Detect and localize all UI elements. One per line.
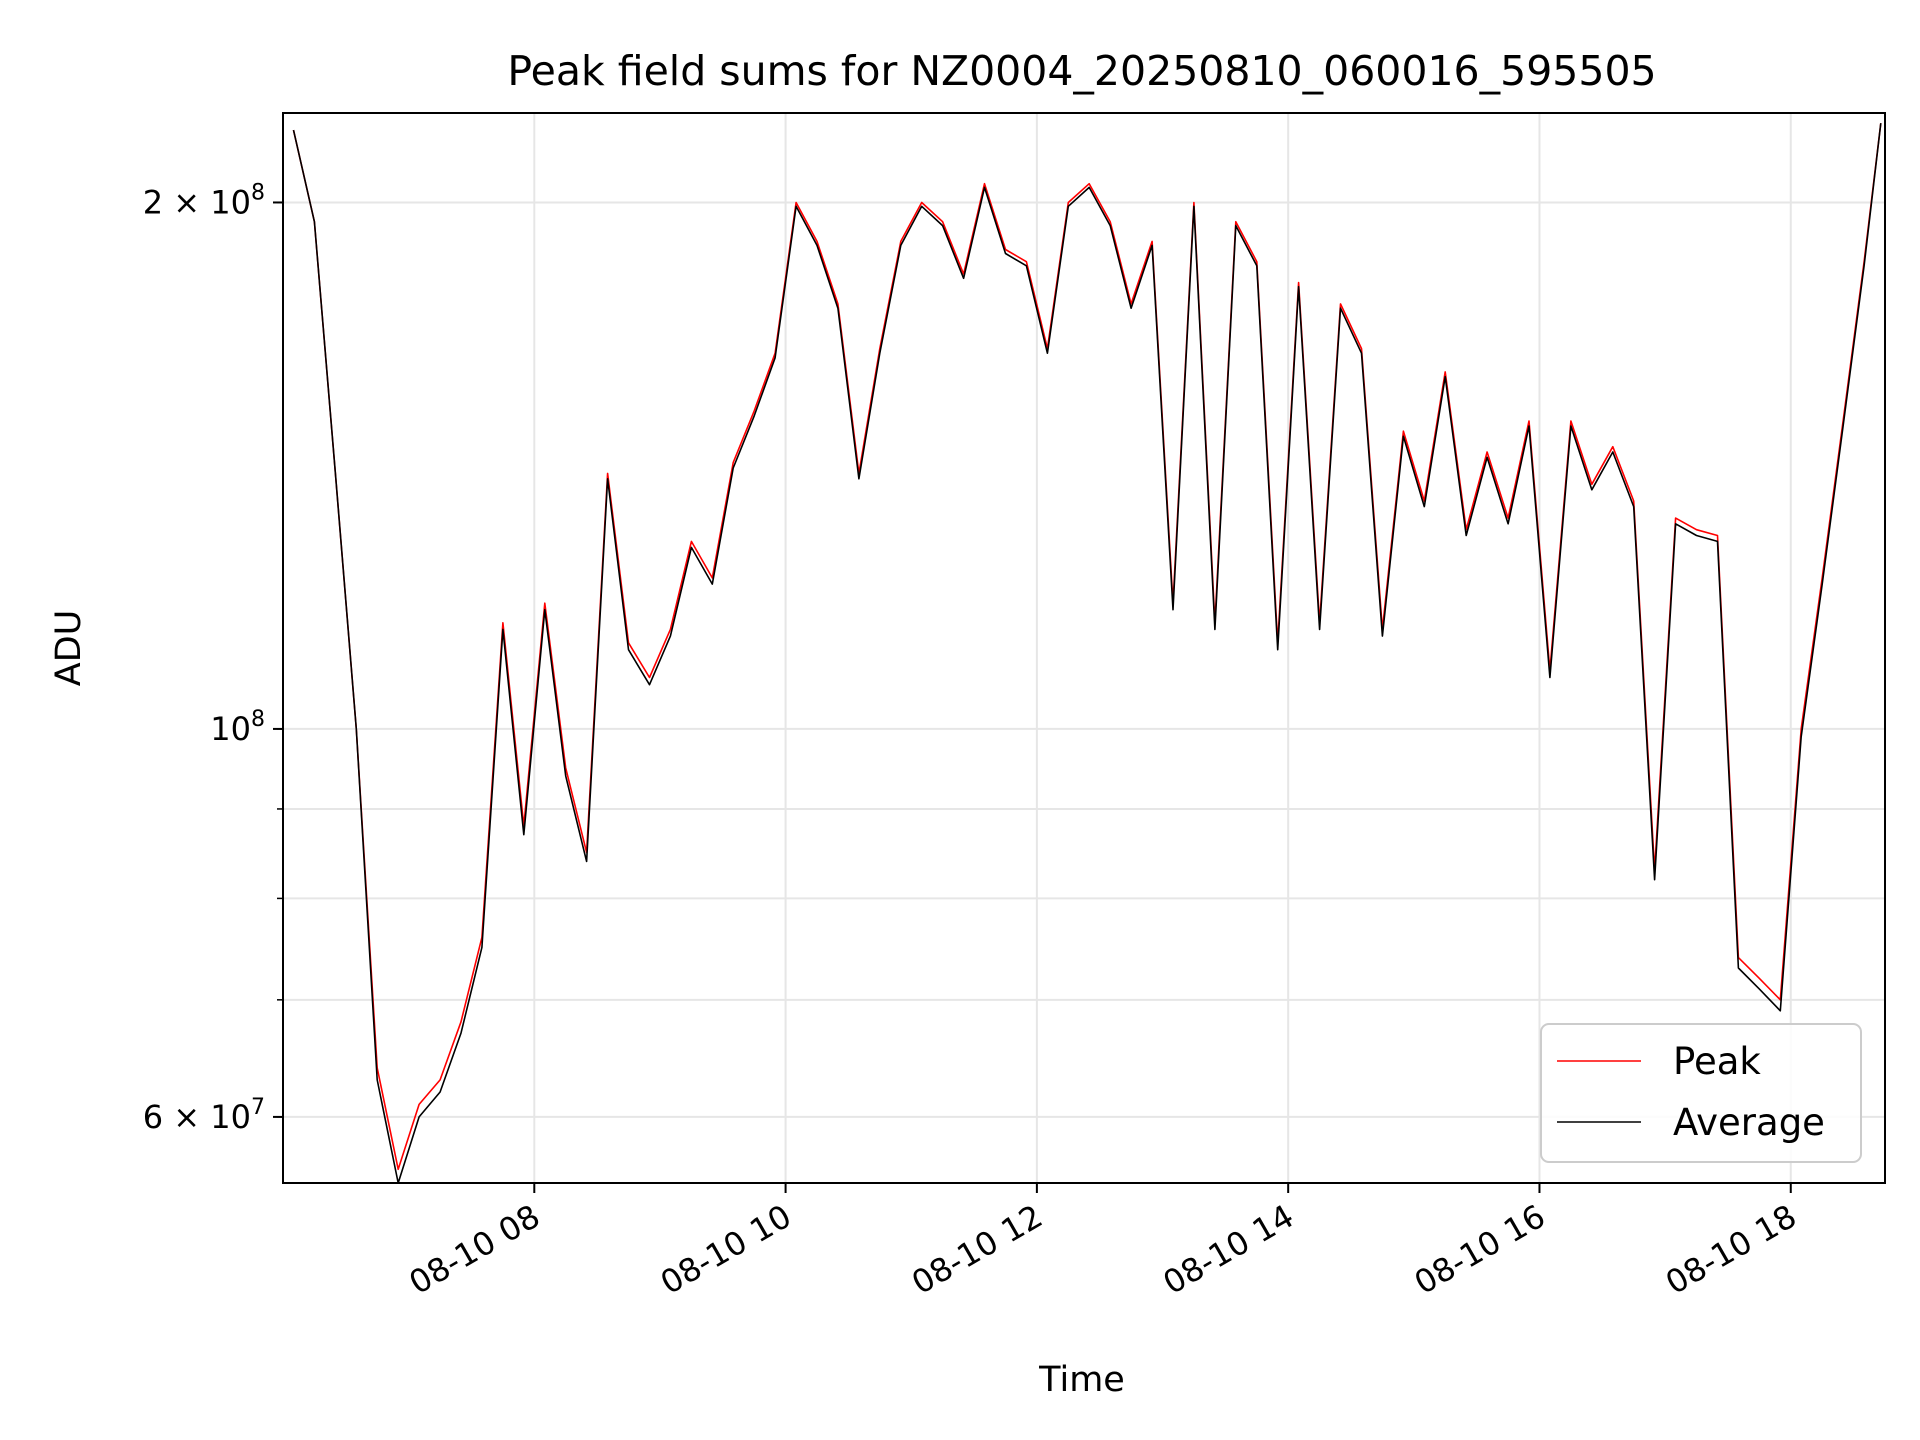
legend-label-peak: Peak [1673,1040,1761,1083]
legend-box [1540,1023,1862,1163]
y-axis-label: ADU [49,610,89,687]
chart-title: Peak field sums for NZ0004_20250810_0600… [507,47,1656,95]
y-tick-label: 6 × 107 [143,1095,265,1136]
series-lines [292,123,1882,1184]
y-tick-label: 2 × 108 [143,180,265,221]
x-axis-label: Time [1038,1360,1125,1400]
grid [283,113,1885,1183]
series-line-average [292,123,1882,1184]
series-line-peak [292,123,1882,1171]
legend: Peak Average [1540,1023,1862,1163]
plot-frame [282,112,1886,1184]
legend-label-average: Average [1673,1101,1825,1144]
